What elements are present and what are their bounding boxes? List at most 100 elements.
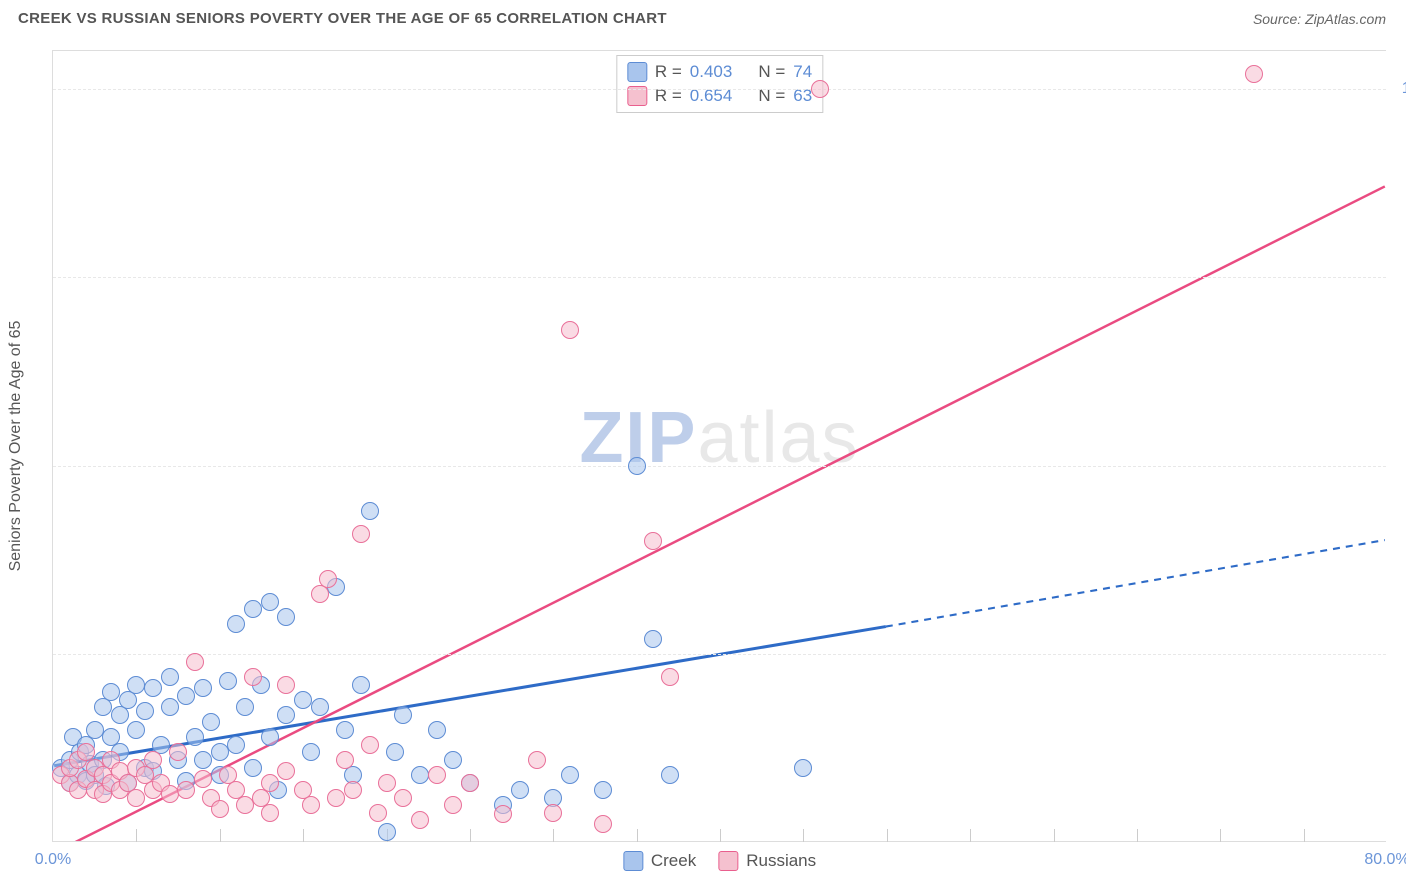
scatter-point xyxy=(77,736,95,754)
scatter-point xyxy=(111,781,129,799)
scatter-point xyxy=(61,774,79,792)
scatter-point xyxy=(444,751,462,769)
scatter-point xyxy=(102,683,120,701)
scatter-point xyxy=(211,766,229,784)
scatter-point xyxy=(386,743,404,761)
scatter-point xyxy=(144,751,162,769)
scatter-point xyxy=(277,706,295,724)
scatter-point xyxy=(211,743,229,761)
scatter-point xyxy=(186,728,204,746)
gridline-vertical xyxy=(553,829,554,842)
scatter-point xyxy=(528,751,546,769)
gridline-vertical xyxy=(970,829,971,842)
y-tick-label: 100.0% xyxy=(1396,80,1406,98)
scatter-point xyxy=(127,789,145,807)
scatter-point xyxy=(77,743,95,761)
legend-label: Russians xyxy=(746,851,816,871)
scatter-point xyxy=(352,676,370,694)
legend-r-value: 0.403 xyxy=(690,62,733,82)
scatter-point xyxy=(252,676,270,694)
gridline-vertical xyxy=(887,829,888,842)
gridline-vertical xyxy=(303,829,304,842)
scatter-point xyxy=(461,774,479,792)
gridline-vertical xyxy=(470,829,471,842)
gridline-horizontal xyxy=(53,277,1386,278)
scatter-point xyxy=(102,751,120,769)
scatter-point xyxy=(227,615,245,633)
y-tick-label: 25.0% xyxy=(1396,645,1406,663)
source-attribution: Source: ZipAtlas.com xyxy=(1253,11,1386,27)
scatter-point xyxy=(244,759,262,777)
gridline-vertical xyxy=(637,829,638,842)
scatter-point xyxy=(177,687,195,705)
scatter-point xyxy=(136,766,154,784)
scatter-point xyxy=(544,789,562,807)
scatter-point xyxy=(161,698,179,716)
scatter-point xyxy=(378,774,396,792)
legend-r-label: R = xyxy=(655,62,682,82)
gridline-horizontal xyxy=(53,466,1386,467)
scatter-point xyxy=(186,653,204,671)
gridline-vertical xyxy=(803,829,804,842)
scatter-point xyxy=(644,532,662,550)
scatter-point xyxy=(494,796,512,814)
scatter-point xyxy=(544,804,562,822)
gridline-vertical xyxy=(1220,829,1221,842)
scatter-point xyxy=(136,759,154,777)
scatter-point xyxy=(244,600,262,618)
scatter-point xyxy=(97,777,115,795)
scatter-point xyxy=(94,785,112,803)
scatter-point xyxy=(277,762,295,780)
scatter-point xyxy=(261,774,279,792)
scatter-point xyxy=(94,751,112,769)
scatter-point xyxy=(69,781,87,799)
scatter-point xyxy=(561,321,579,339)
scatter-point xyxy=(77,770,95,788)
gridline-vertical xyxy=(220,829,221,842)
scatter-point xyxy=(169,743,187,761)
scatter-point xyxy=(311,698,329,716)
scatter-point xyxy=(127,676,145,694)
scatter-point xyxy=(252,789,270,807)
scatter-point xyxy=(119,774,137,792)
chart-title: CREEK VS RUSSIAN SENIORS POVERTY OVER TH… xyxy=(18,10,667,27)
scatter-point xyxy=(244,668,262,686)
scatter-point xyxy=(394,706,412,724)
scatter-point xyxy=(86,721,104,739)
scatter-point xyxy=(294,781,312,799)
scatter-point xyxy=(227,781,245,799)
scatter-point xyxy=(661,766,679,784)
scatter-point xyxy=(227,736,245,754)
scatter-point xyxy=(794,759,812,777)
scatter-point xyxy=(194,679,212,697)
legend-swatch xyxy=(623,851,643,871)
scatter-point xyxy=(294,691,312,709)
scatter-point xyxy=(86,766,104,784)
y-tick-label: 50.0% xyxy=(1396,457,1406,475)
scatter-point xyxy=(202,789,220,807)
scatter-point xyxy=(111,762,129,780)
scatter-point xyxy=(319,570,337,588)
scatter-point xyxy=(194,770,212,788)
scatter-point xyxy=(144,762,162,780)
scatter-point xyxy=(81,755,99,773)
scatter-point xyxy=(152,774,170,792)
scatter-point xyxy=(111,743,129,761)
scatter-point xyxy=(661,668,679,686)
scatter-point xyxy=(144,781,162,799)
scatter-point xyxy=(336,751,354,769)
scatter-point xyxy=(461,774,479,792)
scatter-point xyxy=(61,759,79,777)
scatter-point xyxy=(311,585,329,603)
scatter-point xyxy=(94,766,112,784)
x-tick-label: 80.0% xyxy=(1364,851,1406,869)
scatter-point xyxy=(64,728,82,746)
scatter-point xyxy=(136,702,154,720)
scatter-point xyxy=(336,721,354,739)
scatter-point xyxy=(352,525,370,543)
gridline-vertical xyxy=(720,829,721,842)
legend-item: Russians xyxy=(718,851,816,871)
scatter-point xyxy=(494,805,512,823)
scatter-point xyxy=(61,774,79,792)
scatter-point xyxy=(211,800,229,818)
